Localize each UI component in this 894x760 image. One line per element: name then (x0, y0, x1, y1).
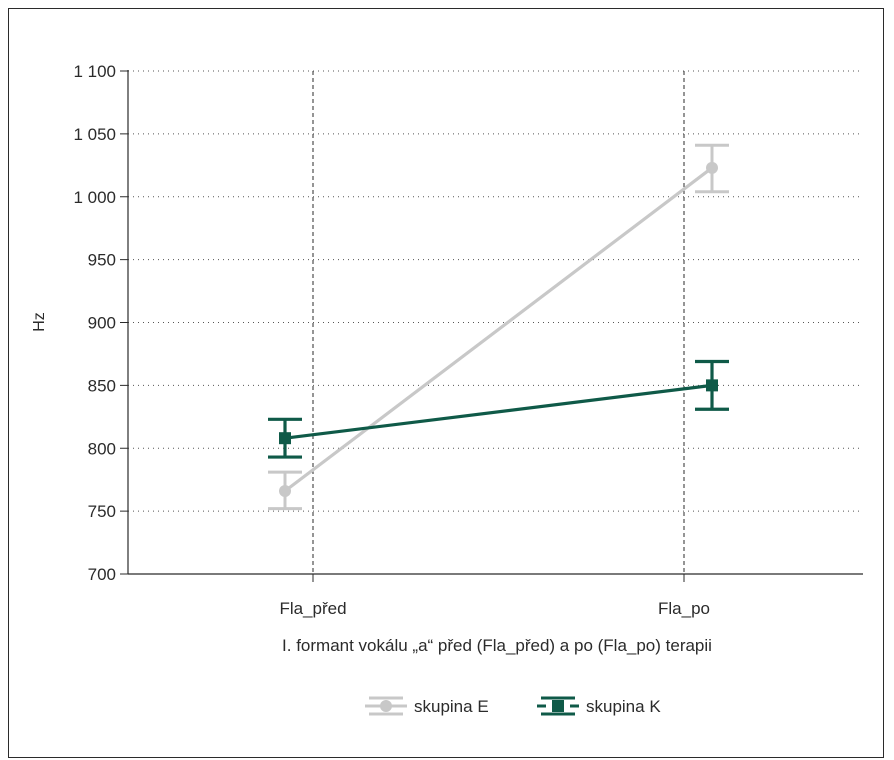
x-tick-labels: Fla_před Fla_po (279, 599, 710, 618)
y-tick-label: 1 100 (73, 62, 116, 81)
y-tick-label: 850 (88, 376, 116, 395)
grid (128, 70, 863, 574)
y-tick-label: 1 050 (73, 125, 116, 144)
x-tick-label: Fla_po (658, 599, 710, 618)
legend-item-e: skupina E (365, 696, 489, 716)
legend-label: skupina E (414, 697, 489, 716)
x-tick-label: Fla_před (279, 599, 346, 618)
y-tick-labels: 700 750 800 850 900 950 1 000 1 050 1 100 (73, 62, 116, 584)
series-k (268, 359, 729, 459)
series-line (284, 383, 713, 440)
axes (120, 70, 863, 582)
legend-item-k: skupina K (537, 696, 661, 716)
y-tick-label: 800 (88, 439, 116, 458)
data-point (279, 432, 291, 445)
y-tick-label: 1 000 (73, 188, 116, 207)
legend-marker (380, 700, 392, 712)
y-tick-label: 950 (88, 251, 116, 270)
x-axis-label: I. formant vokálu „a“ před (Fla_před) a … (282, 636, 712, 655)
data-point (706, 161, 718, 174)
y-axis-label: Hz (31, 312, 48, 332)
data-point (706, 379, 718, 392)
legend-marker (552, 700, 564, 712)
data-point (279, 485, 291, 498)
series-e (268, 143, 729, 511)
y-tick-label: 900 (88, 314, 116, 333)
y-tick-label: 700 (88, 565, 116, 584)
series-line (284, 166, 713, 493)
plot-area (268, 143, 729, 511)
y-tick-label: 750 (88, 502, 116, 521)
legend-label: skupina K (586, 697, 661, 716)
legend: skupina E skupina K (365, 696, 661, 716)
chart-frame (8, 8, 884, 758)
